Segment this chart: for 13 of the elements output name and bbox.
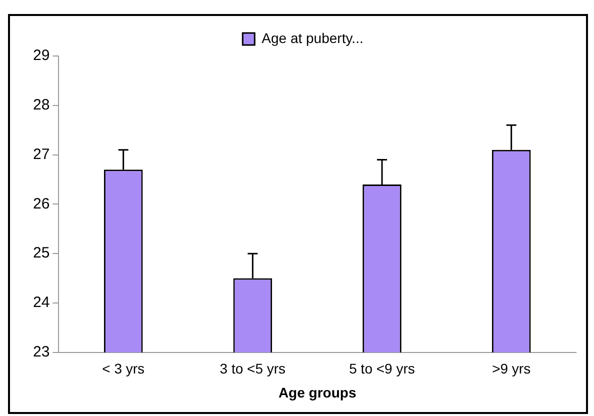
y-tick-label: 23 (32, 344, 50, 361)
y-tick-label: 27 (32, 146, 50, 163)
legend-label: Age at puberty... (262, 30, 364, 46)
y-tick-label: 25 (32, 244, 50, 262)
y-tick-label: 26 (32, 195, 50, 212)
y-tick-label: 29 (32, 47, 50, 64)
x-axis-title: Age groups (278, 384, 356, 400)
y-tick-label: 24 (32, 294, 50, 312)
x-tick-label: 3 to <5 yrs (220, 360, 286, 377)
x-tick-label: < 3 yrs (102, 360, 145, 377)
x-tick-label: >9 yrs (492, 360, 531, 377)
x-tick-label: 5 to <9 yrs (349, 360, 415, 377)
y-tick-label: 28 (32, 96, 50, 114)
